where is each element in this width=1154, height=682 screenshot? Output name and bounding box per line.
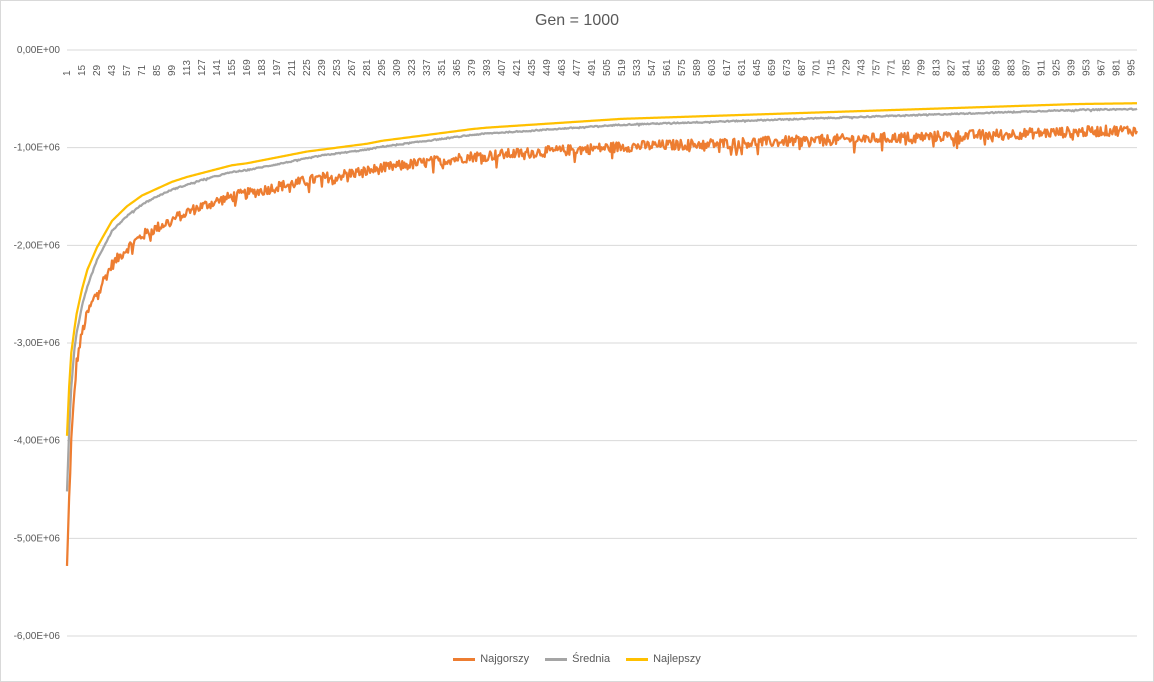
x-tick-label: 197 [272,59,283,76]
x-tick-label: 225 [302,59,313,76]
x-tick-label: 449 [542,59,553,76]
x-tick-label: 925 [1052,59,1063,76]
x-tick-label: 533 [632,59,643,76]
x-tick-label: 813 [932,59,943,76]
y-tick-label: -4,00E+06 [14,436,61,447]
x-tick-label: 477 [572,59,583,76]
x-tick-label: 379 [467,59,478,76]
x-tick-label: 519 [617,59,628,76]
legend-label-najlepszy: Najlepszy [653,653,701,665]
x-tick-label: 869 [992,59,1003,76]
x-tick-label: 743 [857,59,868,76]
x-tick-label: 757 [872,59,883,76]
x-tick-label: 127 [197,59,208,76]
series-line-0 [65,124,1139,567]
x-tick-label: 841 [962,59,973,76]
x-tick-label: 253 [332,59,343,76]
x-tick-label: 911 [1037,60,1048,76]
legend-swatch-najlepszy [626,657,649,661]
legend-swatch-srednia [545,657,568,661]
x-tick-label: 281 [362,59,373,76]
x-tick-label: 1 [62,70,73,76]
x-tick-label: 365 [452,59,463,76]
x-tick-label: 183 [257,59,268,76]
x-tick-label: 575 [677,59,688,76]
x-tick-label: 99 [167,64,178,76]
x-tick-label: 617 [722,59,733,76]
x-tick-label: 267 [347,59,358,76]
x-tick-label: 995 [1127,59,1138,76]
x-tick-label: 645 [752,59,763,76]
y-tick-label: -3,00E+06 [14,338,61,349]
x-tick-label: 799 [917,59,928,76]
series-line-2 [65,102,1138,436]
y-tick-label: -6,00E+06 [14,631,61,642]
legend-item-najlepszy: Najlepszy [626,653,701,665]
x-tick-label: 323 [407,59,418,76]
series-line-1 [65,107,1138,492]
x-tick-label: 309 [392,59,403,76]
x-tick-label: 855 [977,59,988,76]
legend: Najgorszy Średnia Najlepszy [0,653,1154,665]
legend-item-najgorszy: Najgorszy [453,653,529,665]
legend-item-srednia: Średnia [545,653,610,665]
x-tick-label: 29 [92,64,103,76]
x-tick-label: 771 [887,59,898,76]
x-tick-label: 561 [662,59,673,76]
x-tick-label: 141 [212,59,223,76]
x-tick-label: 687 [797,59,808,76]
x-tick-label: 785 [902,59,913,76]
x-tick-label: 155 [227,59,238,76]
x-tick-label: 407 [497,59,508,76]
x-tick-label: 43 [107,64,118,76]
x-tick-label: 631 [737,59,748,76]
x-tick-label: 239 [317,59,328,76]
x-tick-label: 939 [1067,59,1078,76]
x-tick-label: 85 [152,64,163,76]
x-tick-label: 547 [647,59,658,76]
y-tick-label: -2,00E+06 [14,240,61,251]
x-tick-label: 897 [1022,59,1033,76]
x-tick-label: 701 [812,59,823,76]
x-tick-label: 435 [527,59,538,76]
x-tick-label: 351 [437,59,448,76]
x-tick-label: 57 [122,64,133,76]
y-tick-label: -5,00E+06 [14,533,61,544]
x-tick-label: 883 [1007,59,1018,76]
legend-label-najgorszy: Najgorszy [480,653,530,665]
x-tick-label: 967 [1097,59,1108,76]
x-tick-label: 491 [587,59,598,76]
x-tick-label: 295 [377,59,388,76]
x-tick-label: 589 [692,59,703,76]
x-tick-label: 71 [137,64,148,76]
x-tick-label: 505 [602,59,613,76]
y-tick-label: -1,00E+06 [14,143,61,154]
x-tick-label: 421 [512,59,523,76]
chart-title: Gen = 1000 [534,12,620,29]
x-tick-label: 393 [482,59,493,76]
x-tick-label: 953 [1082,59,1093,76]
legend-label-srednia: Średnia [572,653,611,665]
x-tick-label: 603 [707,59,718,76]
x-tick-label: 659 [767,59,778,76]
x-tick-label: 113 [182,60,193,76]
x-tick-label: 673 [782,59,793,76]
legend-swatch-najgorszy [453,657,476,661]
y-tick-label: 0,00E+00 [17,45,61,56]
x-tick-label: 169 [242,59,253,76]
x-tick-label: 463 [557,59,568,76]
x-tick-label: 729 [842,59,853,76]
x-tick-label: 827 [947,59,958,76]
x-tick-label: 337 [422,59,433,76]
x-tick-label: 715 [827,59,838,76]
x-tick-label: 981 [1112,59,1123,76]
x-tick-label: 211 [287,60,298,76]
x-tick-label: 15 [77,64,88,76]
